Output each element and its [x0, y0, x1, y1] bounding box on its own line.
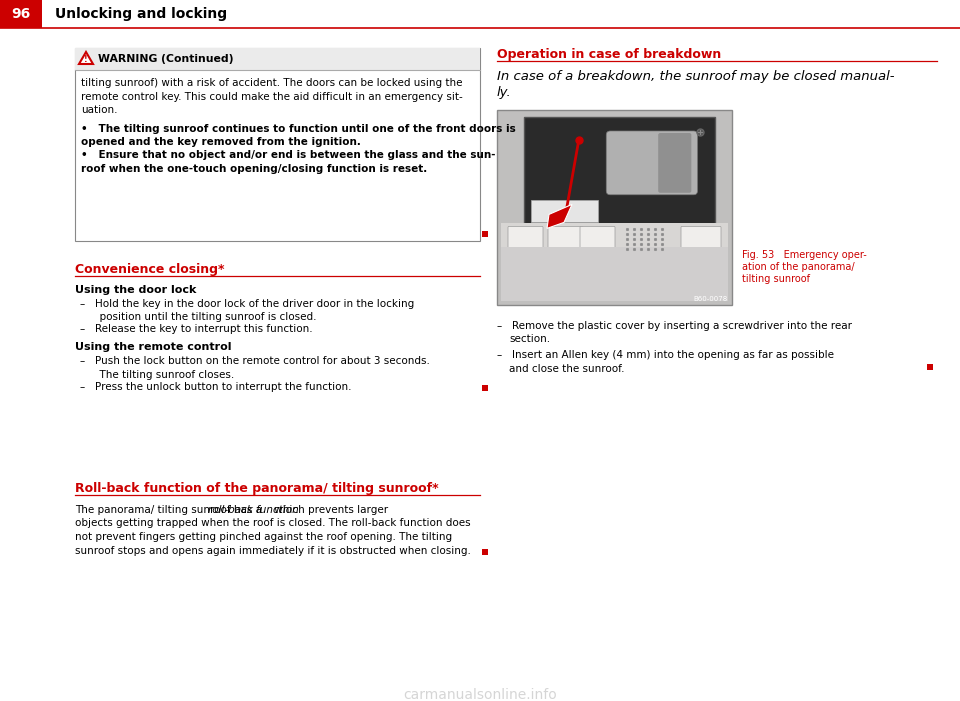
FancyBboxPatch shape [501, 224, 728, 252]
Polygon shape [547, 205, 572, 229]
FancyBboxPatch shape [497, 110, 732, 305]
FancyBboxPatch shape [580, 226, 615, 248]
FancyBboxPatch shape [75, 48, 480, 70]
Text: –   Release the key to interrupt this function.: – Release the key to interrupt this func… [80, 325, 313, 334]
Text: section.: section. [509, 334, 550, 344]
FancyBboxPatch shape [501, 247, 728, 301]
FancyBboxPatch shape [681, 226, 721, 248]
Text: !: ! [84, 55, 87, 64]
FancyBboxPatch shape [607, 131, 698, 195]
FancyBboxPatch shape [531, 200, 598, 222]
Text: ly.: ly. [497, 86, 512, 99]
Text: Using the door lock: Using the door lock [75, 285, 197, 295]
Text: uation.: uation. [81, 105, 117, 115]
Text: –   Press the unlock button to interrupt the function.: – Press the unlock button to interrupt t… [80, 382, 351, 392]
FancyBboxPatch shape [501, 258, 728, 301]
Text: –   Remove the plastic cover by inserting a screwdriver into the rear: – Remove the plastic cover by inserting … [497, 321, 852, 331]
Text: tilting sunroof) with a risk of accident. The doors can be locked using the: tilting sunroof) with a risk of accident… [81, 78, 463, 88]
Text: tilting sunroof: tilting sunroof [742, 274, 810, 284]
Text: In case of a breakdown, the sunroof may be closed manual-: In case of a breakdown, the sunroof may … [497, 70, 895, 83]
Text: remote control key. This could make the aid difficult in an emergency sit-: remote control key. This could make the … [81, 92, 463, 102]
Text: position until the tilting sunroof is closed.: position until the tilting sunroof is cl… [80, 313, 317, 322]
FancyBboxPatch shape [508, 226, 543, 248]
FancyBboxPatch shape [927, 364, 933, 369]
FancyBboxPatch shape [482, 231, 488, 237]
Text: roof when the one-touch opening/closing function is reset.: roof when the one-touch opening/closing … [81, 163, 427, 174]
FancyBboxPatch shape [75, 48, 480, 241]
Text: Operation in case of breakdown: Operation in case of breakdown [497, 48, 721, 61]
FancyBboxPatch shape [482, 548, 488, 554]
Text: –   Push the lock button on the remote control for about 3 seconds.: – Push the lock button on the remote con… [80, 357, 430, 367]
FancyBboxPatch shape [0, 0, 42, 28]
Polygon shape [79, 52, 93, 64]
FancyBboxPatch shape [524, 117, 715, 224]
Text: sunroof stops and opens again immediately if it is obstructed when closing.: sunroof stops and opens again immediatel… [75, 545, 470, 555]
FancyBboxPatch shape [548, 226, 583, 248]
Text: WARNING (Continued): WARNING (Continued) [98, 54, 233, 64]
Text: which prevents larger: which prevents larger [272, 505, 389, 515]
Text: The tilting sunroof closes.: The tilting sunroof closes. [80, 370, 234, 380]
Text: •   The tilting sunroof continues to function until one of the front doors is: • The tilting sunroof continues to funct… [81, 123, 516, 133]
Text: objects getting trapped when the roof is closed. The roll-back function does: objects getting trapped when the roof is… [75, 519, 470, 529]
Text: –   Insert an Allen key (4 mm) into the opening as far as possible: – Insert an Allen key (4 mm) into the op… [497, 350, 834, 360]
Text: Using the remote control: Using the remote control [75, 343, 231, 353]
Text: not prevent fingers getting pinched against the roof opening. The tilting: not prevent fingers getting pinched agai… [75, 532, 452, 542]
Text: opened and the key removed from the ignition.: opened and the key removed from the igni… [81, 137, 361, 147]
Text: Fig. 53   Emergency oper-: Fig. 53 Emergency oper- [742, 250, 867, 260]
Text: –   Hold the key in the door lock of the driver door in the locking: – Hold the key in the door lock of the d… [80, 299, 415, 309]
Text: carmanualsonline.info: carmanualsonline.info [403, 688, 557, 701]
FancyBboxPatch shape [659, 133, 691, 193]
Text: Unlocking and locking: Unlocking and locking [55, 7, 228, 21]
Text: The panorama/ tilting sunroof has a: The panorama/ tilting sunroof has a [75, 505, 265, 515]
Text: Convenience closing*: Convenience closing* [75, 263, 225, 276]
FancyBboxPatch shape [482, 385, 488, 391]
Text: ation of the panorama/: ation of the panorama/ [742, 262, 854, 272]
Text: B60-0078: B60-0078 [694, 296, 728, 302]
Text: Roll-back function of the panorama/ tilting sunroof*: Roll-back function of the panorama/ tilt… [75, 482, 439, 495]
Text: roll-back function: roll-back function [208, 505, 299, 515]
Text: 96: 96 [12, 7, 31, 21]
Text: and close the sunroof.: and close the sunroof. [509, 364, 625, 374]
Text: •   Ensure that no object and/or end is between the glass and the sun-: • Ensure that no object and/or end is be… [81, 150, 495, 160]
